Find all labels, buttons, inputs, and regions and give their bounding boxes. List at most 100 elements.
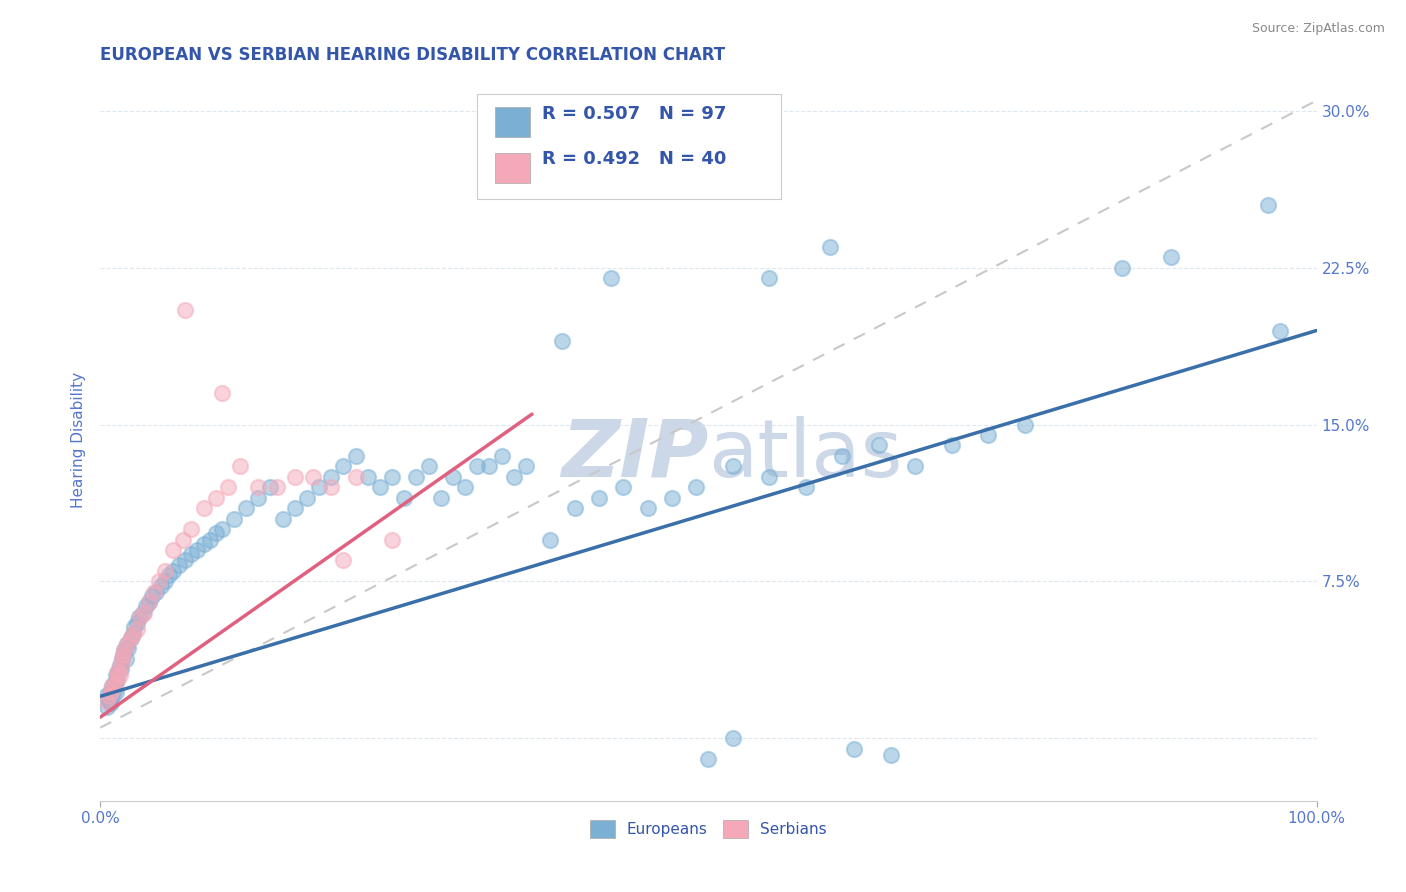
Point — [637, 501, 659, 516]
Point — [600, 271, 623, 285]
Point — [308, 480, 330, 494]
Point — [103, 683, 125, 698]
Point — [429, 491, 451, 505]
Point — [120, 631, 142, 645]
Point — [491, 449, 513, 463]
Point — [115, 637, 138, 651]
Point — [357, 470, 380, 484]
Point — [174, 553, 197, 567]
Point — [114, 643, 136, 657]
Point — [172, 533, 194, 547]
Point — [332, 553, 354, 567]
Point — [107, 665, 129, 679]
Point — [101, 679, 124, 693]
Point — [120, 631, 142, 645]
Point — [162, 564, 184, 578]
Point — [97, 690, 120, 704]
Point — [100, 696, 122, 710]
Point — [108, 658, 131, 673]
Point — [465, 459, 488, 474]
Point — [114, 651, 136, 665]
Point — [104, 679, 127, 693]
Point — [295, 491, 318, 505]
Point — [721, 459, 744, 474]
Point — [904, 459, 927, 474]
Point — [112, 648, 135, 662]
Point — [186, 543, 208, 558]
Point — [110, 662, 132, 676]
Point — [105, 673, 128, 687]
Point — [321, 480, 343, 494]
Point — [478, 459, 501, 474]
Point — [344, 470, 367, 484]
Point — [122, 620, 145, 634]
Point — [515, 459, 537, 474]
Point — [204, 491, 226, 505]
Point — [159, 568, 181, 582]
Point — [661, 491, 683, 505]
Point — [98, 685, 121, 699]
Point — [162, 543, 184, 558]
Point — [538, 533, 561, 547]
Point — [101, 679, 124, 693]
Point — [97, 693, 120, 707]
Point — [211, 522, 233, 536]
Point — [247, 480, 270, 494]
Point — [266, 480, 288, 494]
Point — [880, 747, 903, 762]
Point — [112, 648, 135, 662]
Point — [721, 731, 744, 746]
Point — [131, 606, 153, 620]
Point — [405, 470, 427, 484]
Point — [193, 501, 215, 516]
Point — [222, 511, 245, 525]
Point — [104, 674, 127, 689]
Point — [125, 616, 148, 631]
Point — [180, 547, 202, 561]
Point — [122, 626, 145, 640]
Point — [1014, 417, 1036, 432]
Text: atlas: atlas — [709, 416, 903, 493]
Point — [685, 480, 707, 494]
Point — [174, 302, 197, 317]
Point — [672, 167, 695, 181]
Point — [284, 470, 307, 484]
Point — [217, 480, 239, 494]
Point — [198, 533, 221, 547]
Point — [612, 480, 634, 494]
Text: R = 0.507   N = 97: R = 0.507 N = 97 — [541, 105, 725, 123]
Point — [941, 438, 963, 452]
Point — [101, 690, 124, 704]
FancyBboxPatch shape — [495, 107, 530, 137]
Point — [332, 459, 354, 474]
Point — [271, 511, 294, 525]
Point — [132, 606, 155, 620]
Point — [381, 533, 404, 547]
Point — [344, 449, 367, 463]
Point — [235, 501, 257, 516]
Point — [381, 470, 404, 484]
Point — [135, 599, 157, 614]
Point — [551, 334, 574, 348]
Point — [1257, 198, 1279, 212]
Point — [1268, 324, 1291, 338]
Point — [284, 501, 307, 516]
Point — [105, 668, 128, 682]
Legend: Europeans, Serbians: Europeans, Serbians — [583, 814, 832, 844]
Point — [153, 564, 176, 578]
Point — [454, 480, 477, 494]
Point — [502, 470, 524, 484]
Point — [588, 491, 610, 505]
Point — [211, 386, 233, 401]
Point — [129, 610, 152, 624]
Point — [111, 651, 134, 665]
Point — [142, 584, 165, 599]
Text: Source: ZipAtlas.com: Source: ZipAtlas.com — [1251, 22, 1385, 36]
Point — [844, 741, 866, 756]
Point — [368, 480, 391, 494]
Point — [117, 641, 139, 656]
Point — [977, 428, 1000, 442]
Point — [141, 589, 163, 603]
FancyBboxPatch shape — [477, 94, 782, 199]
Point — [193, 537, 215, 551]
